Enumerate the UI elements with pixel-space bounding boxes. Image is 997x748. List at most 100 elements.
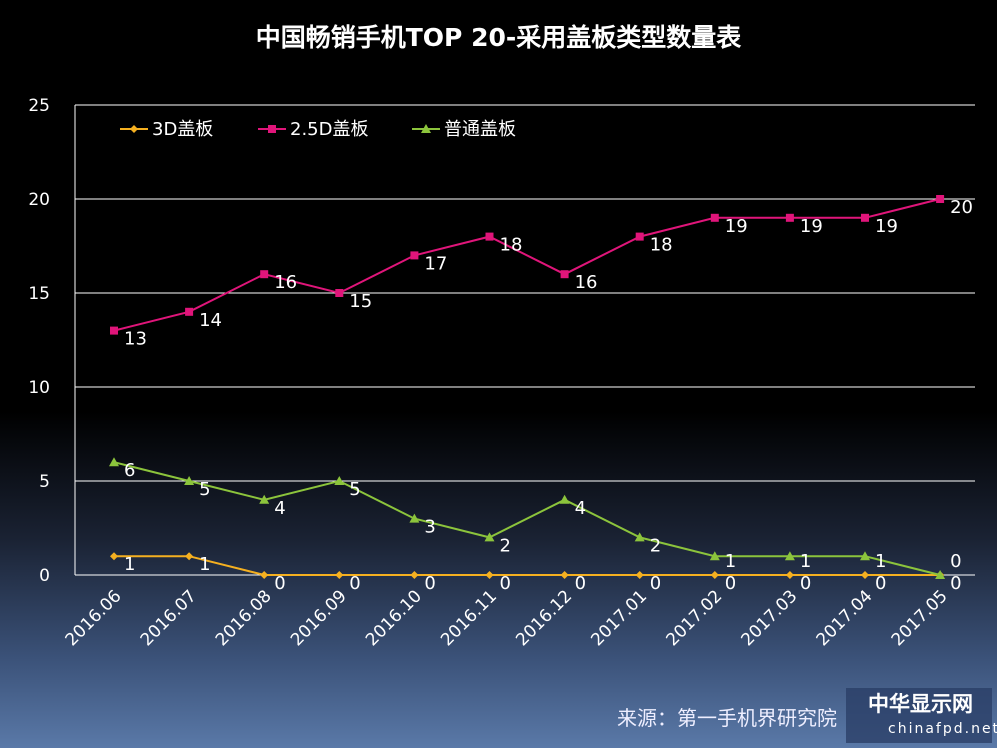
y-tick-label: 5 [39,472,50,492]
data-point [936,195,945,203]
data-label: 19 [800,216,823,237]
data-point [634,532,645,542]
series-line-0 [114,555,941,576]
data-point [184,476,195,485]
x-tick-label: 2016.10 [362,586,426,650]
data-label: 4 [274,498,285,519]
data-point [785,571,794,579]
data-point [485,571,494,579]
x-tick-label: 2016.09 [287,586,351,650]
x-tick-label: 2016.06 [62,586,126,650]
data-label: 18 [650,235,673,256]
x-tick-label: 2016.08 [212,586,276,650]
data-point [709,551,720,561]
data-label: 13 [124,329,147,350]
data-point [784,551,795,561]
data-label: 1 [725,551,736,572]
logo-en: chinafpd.net [888,721,997,737]
y-tick-label: 20 [28,190,50,210]
data-point [185,307,194,316]
data-point [635,571,644,579]
data-point [560,270,569,279]
data-label: 0 [800,573,811,594]
data-point [110,326,118,335]
data-point [861,213,869,222]
logo-cn: 中华显示网 [868,692,973,716]
x-tick-label: 2017.03 [738,586,802,650]
data-label: 16 [274,272,297,293]
data-label: 19 [725,216,748,237]
data-label: 1 [124,554,135,575]
data-label: 0 [725,573,736,594]
data-point [334,476,345,485]
data-point [259,494,270,504]
data-point [109,457,119,467]
legend-marker [130,125,138,133]
data-label: 2 [500,535,511,556]
data-label: 0 [950,551,961,572]
source-note: 来源：第一手机界研究院 [617,706,837,730]
data-label: 0 [424,573,435,594]
data-point [484,532,495,542]
y-tick-label: 0 [39,566,50,586]
y-tick-label: 10 [28,378,50,398]
data-label: 15 [349,291,372,312]
x-tick-label: 2017.04 [813,586,877,650]
data-label: 0 [274,573,285,594]
data-label: 16 [575,272,598,293]
legend-marker [268,125,276,133]
data-point [861,571,869,579]
data-point [335,289,344,297]
legend-label: 2.5D盖板 [290,119,369,140]
x-tick-label: 2017.05 [888,586,952,650]
x-tick-label: 2016.11 [437,586,501,650]
data-label: 1 [875,551,886,572]
data-point [260,571,269,579]
data-label: 0 [950,573,961,594]
data-point [485,232,494,241]
x-tick-label: 2016.07 [137,586,201,650]
data-label: 5 [349,479,360,500]
data-label: 1 [199,554,210,575]
data-label: 0 [500,573,511,594]
data-point [559,494,570,504]
data-point [710,571,719,579]
legend-marker [421,124,431,133]
legend-label: 普通盖板 [444,119,516,140]
data-point [785,213,794,222]
data-point [260,270,269,279]
x-tick-label: 2017.02 [662,586,726,650]
data-label: 19 [875,216,898,237]
data-label: 0 [875,573,886,594]
x-tick-label: 2016.12 [512,586,576,650]
data-label: 1 [800,551,811,572]
data-point [560,571,569,579]
data-label: 20 [950,197,973,218]
data-label: 0 [650,573,661,594]
data-point [935,570,946,579]
data-label: 14 [199,310,222,331]
data-point [110,552,118,561]
series-line-1 [113,198,941,332]
data-point [410,571,419,579]
data-point [710,213,719,222]
x-tick-label: 2017.01 [587,586,651,650]
data-label: 6 [124,460,135,481]
data-point [860,551,870,561]
chart-title: 中国畅销手机TOP 20-采用盖板类型数量表 [255,23,742,52]
data-label: 0 [575,573,586,594]
data-point [185,552,194,561]
y-tick-label: 25 [28,96,50,116]
data-label: 5 [199,479,210,500]
data-point [335,571,344,579]
series-line-2 [113,461,941,576]
data-label: 0 [349,573,360,594]
legend-label: 3D盖板 [152,119,213,140]
data-label: 4 [575,498,586,519]
data-point [409,513,420,523]
y-tick-label: 15 [28,284,50,304]
watermark-logo: 中华显示网 chinafpd.net [846,688,997,743]
data-label: 18 [500,235,523,256]
data-label: 3 [424,517,435,538]
